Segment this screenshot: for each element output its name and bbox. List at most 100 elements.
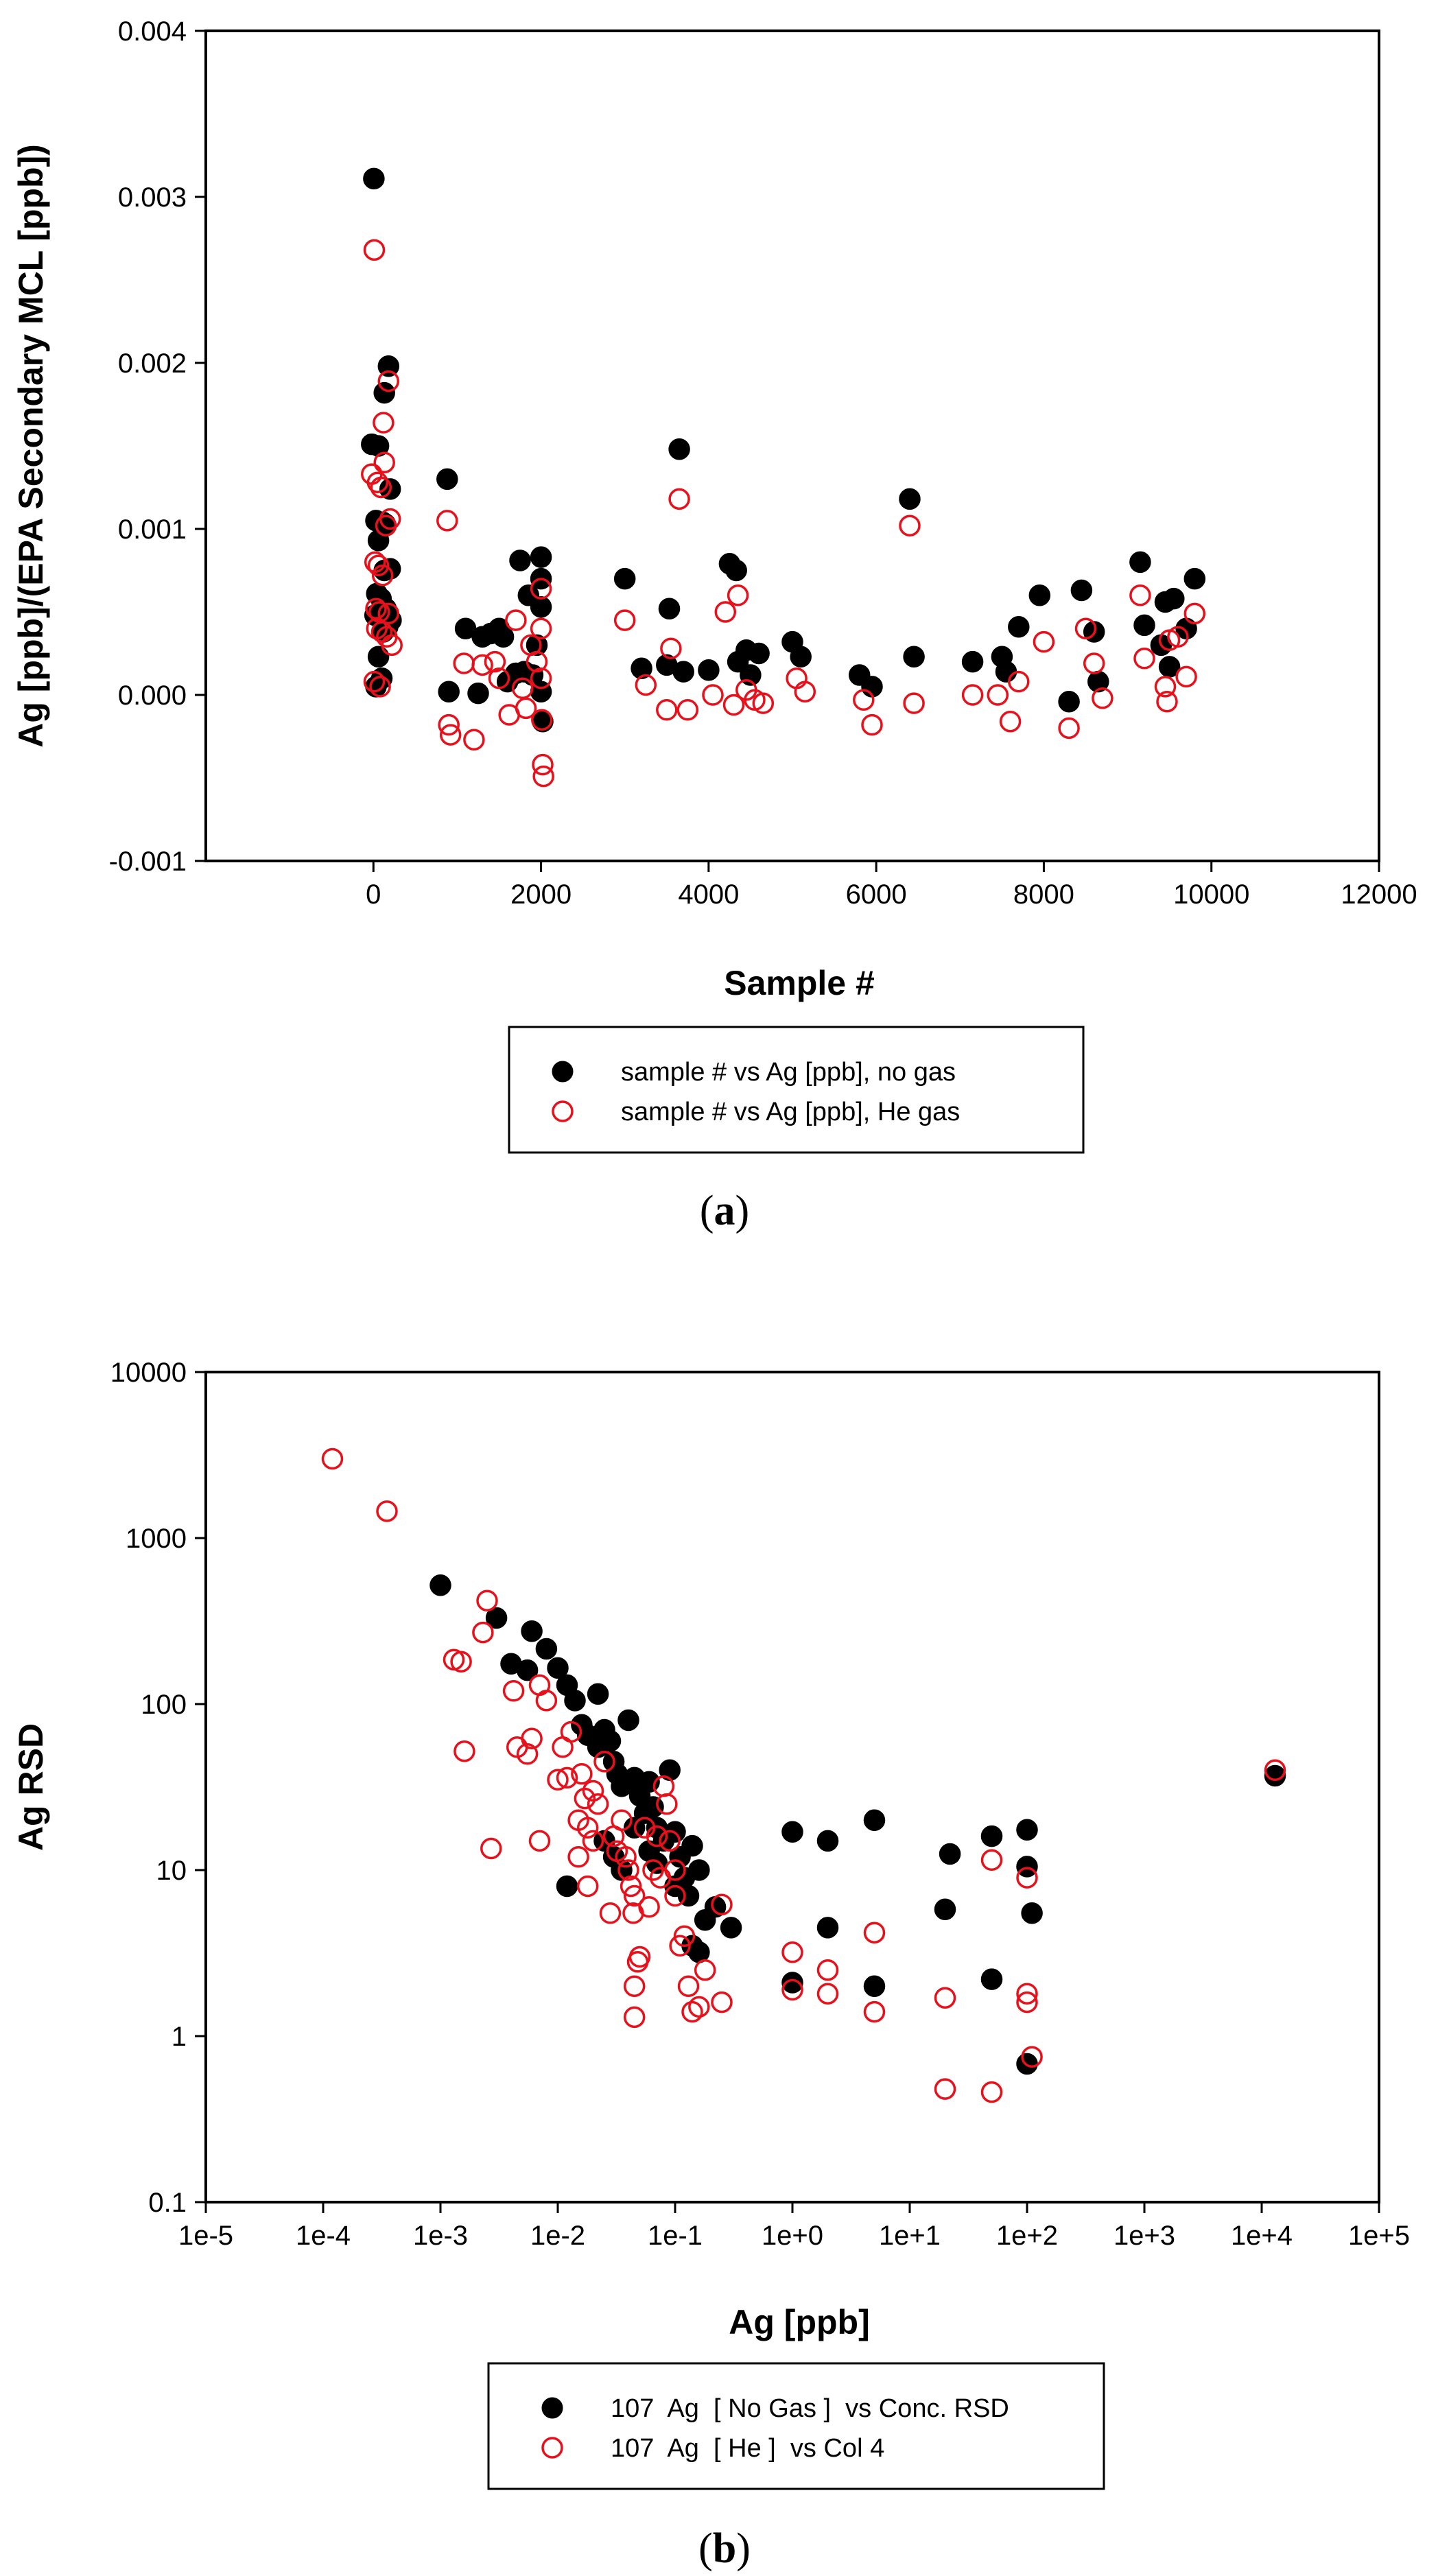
chart-a-x-tick-label: 8000 <box>1013 879 1074 910</box>
chart-a-legend-marker-nogas <box>552 1061 574 1083</box>
chart-a-point <box>530 578 552 600</box>
chart-a-point <box>635 674 657 696</box>
chart-a-point <box>961 650 984 673</box>
chart-a-point <box>1183 602 1206 625</box>
chart-a-point <box>530 617 552 639</box>
chart-b-point <box>535 1690 558 1712</box>
chart-b-x-tick-label: 1e-3 <box>413 2221 468 2251</box>
chart-a-x-tick-label: 4000 <box>678 879 739 910</box>
chart-b-point <box>816 1917 839 1939</box>
chart-a-point <box>436 468 458 491</box>
chart-a-point <box>794 681 816 702</box>
chart-a-point <box>511 677 534 700</box>
chart-b-y-tick-label: 10 <box>156 1856 187 1886</box>
chart-b-point <box>623 2006 646 2029</box>
chart-b-legend-box <box>487 2362 1105 2490</box>
chart-b-point <box>652 1775 675 1797</box>
chart-b-ylabel: Ag RSD <box>12 1723 50 1851</box>
chart-a-legend-label-nogas: sample # vs Ag [ppb], no gas <box>621 1058 956 1087</box>
chart-b-x-tick-label: 1e+2 <box>996 2221 1058 2251</box>
chart-a-point <box>453 652 475 674</box>
chart-b-point <box>980 1968 1003 1990</box>
chart-a-point <box>526 634 548 657</box>
chart-b-point <box>450 1651 472 1673</box>
chart-b-point <box>934 1898 956 1921</box>
chart-b-point <box>582 1780 604 1802</box>
chart-a-point <box>438 681 460 702</box>
chart-a-point <box>714 601 737 623</box>
chart-b-point <box>664 1884 686 1907</box>
chart-a-legend-label-hegas: sample # vs Ag [ppb], He gas <box>621 1098 960 1126</box>
chart-b-point <box>711 1893 733 1915</box>
chart-b-point <box>521 1727 543 1749</box>
chart-a-point <box>488 667 510 689</box>
chart-b-x-tick-label: 1e-4 <box>296 2221 351 2251</box>
chart-b-point <box>694 1959 716 1981</box>
chart-a-point <box>899 488 921 510</box>
chart-b-point <box>781 1972 803 1994</box>
chart-b-point <box>980 2081 1003 2103</box>
chart-b-point <box>576 1875 599 1898</box>
chart-a-series-open <box>361 239 1206 788</box>
chart-a-point <box>364 551 386 574</box>
chart-a-point <box>748 642 770 665</box>
chart-b-point <box>485 1607 508 1629</box>
chart-a-point <box>702 684 724 706</box>
chart-b-point <box>1016 1819 1038 1841</box>
chart-b-point <box>980 1849 1003 1871</box>
chart-a-point <box>467 682 489 705</box>
chart-b-y-tick-label: 100 <box>141 1690 187 1720</box>
chart-b-x-tick-label: 1e+0 <box>762 2221 823 2251</box>
chart-a-point <box>668 488 690 510</box>
chart-b-points <box>321 1447 1286 2103</box>
chart-a-point <box>903 646 925 668</box>
chart-b-point <box>816 1830 839 1852</box>
chart-b-point <box>1016 1983 1038 2005</box>
chart-a-point <box>1008 670 1030 693</box>
chart-a-point <box>1175 665 1197 688</box>
chart-b-point <box>1021 1902 1043 1924</box>
chart-a-point <box>1129 551 1151 574</box>
chart-b-point <box>642 1859 664 1881</box>
chart-b-point <box>781 1978 803 2001</box>
chart-b-point <box>781 1821 803 1843</box>
chart-b-point <box>711 1991 733 2013</box>
chart-a-point <box>613 567 636 590</box>
chart-a-point <box>530 546 552 568</box>
chart-b-point <box>620 1875 642 1898</box>
chart-b-point <box>664 1859 686 1881</box>
chart-b-point <box>863 2000 886 2023</box>
chart-b-point <box>502 1680 525 1702</box>
chart-b-y-tick-label: 0.1 <box>148 2188 187 2218</box>
chart-a-point <box>658 598 681 619</box>
chart-b-y-tick-label: 1000 <box>126 1524 187 1554</box>
chart-a-point <box>531 709 553 731</box>
chart-b-point <box>1016 1867 1038 1889</box>
chart-b-x-tick-label: 1e-5 <box>178 2221 233 2251</box>
chart-a-point <box>373 412 394 434</box>
chart-a-point <box>676 699 699 721</box>
chart-b-point <box>934 2078 956 2100</box>
chart-a-point <box>727 584 749 606</box>
chart-b-point <box>681 1834 703 1857</box>
chart-a-point <box>660 637 682 659</box>
chart-a-point <box>1133 614 1155 637</box>
chart-a-point <box>381 634 403 657</box>
chart-b-point <box>1016 1856 1038 1878</box>
chart-b-panel-letter: b <box>713 2525 736 2572</box>
chart-a-point <box>672 661 694 683</box>
chart-a-point <box>439 724 462 746</box>
chart-a-point <box>1083 652 1105 674</box>
chart-b-legend-label-nogas: 107 Ag [ No Gas ] vs Conc. RSD <box>611 2394 1009 2423</box>
chart-b-legend-marker-nogas <box>541 2397 563 2419</box>
chart-b-plot-frame <box>204 1371 1380 2203</box>
chart-b-point <box>587 1793 609 1815</box>
chart-a-point <box>1158 656 1181 678</box>
chart-a-point <box>725 559 747 582</box>
chart-a-point <box>1167 626 1189 648</box>
chart-a-point <box>961 684 984 706</box>
chart-a-points <box>361 167 1206 788</box>
chart-b-point <box>476 1590 498 1611</box>
chart-a-point <box>1070 579 1093 602</box>
